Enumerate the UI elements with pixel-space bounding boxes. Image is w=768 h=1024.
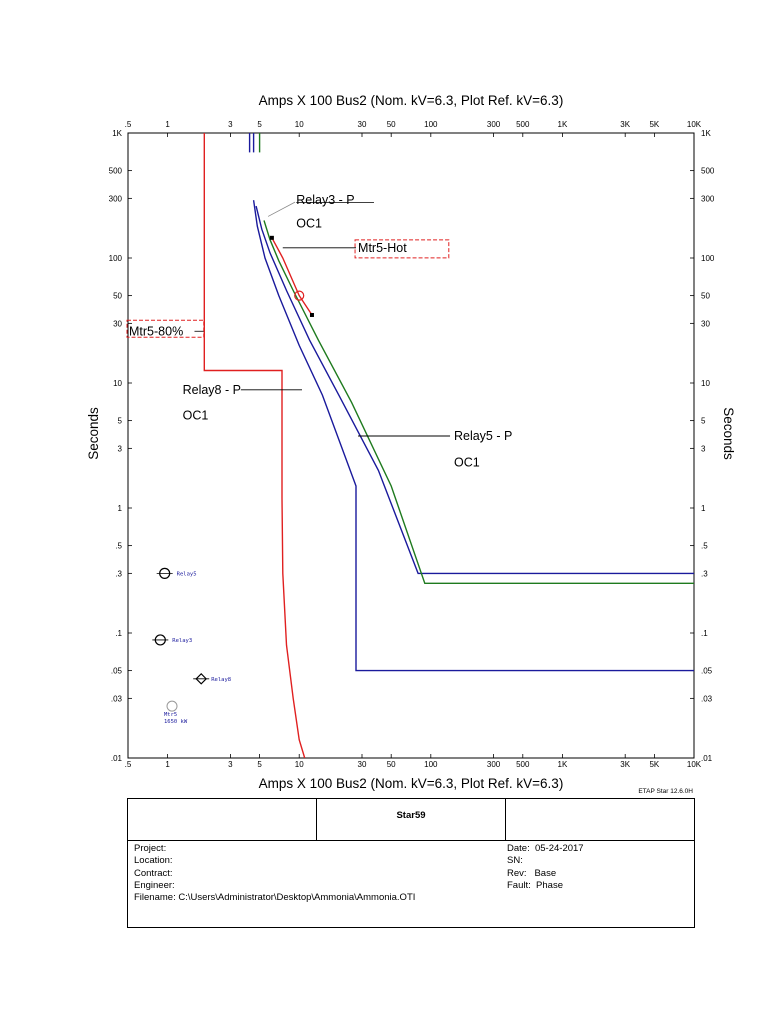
y-tick-label-right: 300 bbox=[701, 194, 715, 203]
y-tick-label-left: 3 bbox=[118, 444, 123, 453]
y-tick-label-left: 30 bbox=[113, 319, 122, 328]
project-info: Project: Location: Contract: Engineer: F… bbox=[134, 843, 416, 904]
x-tick-label-top: 30 bbox=[358, 120, 367, 129]
mtr5-hot-start-mark bbox=[269, 235, 274, 240]
y-tick-label-left: 100 bbox=[109, 254, 123, 263]
mtr5-80-label: Mtr5-80% bbox=[129, 324, 183, 338]
mtr5-hot-locked-rotor-mark bbox=[294, 290, 305, 301]
y-tick-label-left: 500 bbox=[109, 167, 123, 176]
x-tick-label-top: 50 bbox=[387, 120, 396, 129]
y-tick-label-left: .01 bbox=[111, 754, 123, 763]
plot-frame bbox=[127, 132, 695, 759]
x-tick-label-top: 5K bbox=[649, 120, 659, 129]
y-tick-label-right: .01 bbox=[701, 754, 713, 763]
x-tick-label-top: 3 bbox=[228, 120, 233, 129]
x-tick-label-bottom: 3 bbox=[228, 760, 233, 769]
relay8-label: Relay8 - P bbox=[183, 383, 241, 397]
y-tick-label-left: 1 bbox=[118, 504, 123, 513]
y-tick-label-right: .5 bbox=[701, 542, 708, 551]
series-mtr5-80- bbox=[203, 133, 306, 758]
relay5-device-label: Relay5 bbox=[177, 571, 197, 577]
y-tick-label-right: .03 bbox=[701, 694, 713, 703]
tcc-chart: Amps X 100 Bus2 (Nom. kV=6.3, Plot Ref. … bbox=[86, 93, 736, 791]
relay3-label-line2: OC1 bbox=[296, 217, 322, 231]
x-tick-label-bottom: 10K bbox=[687, 760, 702, 769]
mtr5-device-rating: 1650 kW bbox=[164, 719, 188, 725]
series-relay5-p-oc1 bbox=[255, 205, 694, 575]
y-tick-label-right: 1 bbox=[701, 504, 706, 513]
x-tick-label-top: .5 bbox=[125, 120, 132, 129]
x-tick-label-top: 500 bbox=[516, 120, 530, 129]
x-tick-label-top: 1K bbox=[558, 120, 568, 129]
x-tick-label-bottom: .5 bbox=[125, 760, 132, 769]
y-tick-label-right: 5 bbox=[701, 417, 706, 426]
y-tick-label-left: .3 bbox=[115, 569, 122, 578]
mtr5-hot-label-box bbox=[354, 239, 450, 259]
x-tick-label-top: 10K bbox=[687, 120, 702, 129]
y-tick-label-right: .3 bbox=[701, 569, 708, 578]
relay3-leader bbox=[267, 201, 296, 217]
y-tick-label-right: 50 bbox=[701, 292, 710, 301]
relay3-label: Relay3 - P bbox=[296, 193, 354, 207]
series-mtr5-hot bbox=[271, 237, 313, 316]
y-tick-label-right: .1 bbox=[701, 629, 708, 638]
y-tick-label-right: 30 bbox=[701, 319, 710, 328]
top-axis-title: Amps X 100 Bus2 (Nom. kV=6.3, Plot Ref. … bbox=[259, 93, 564, 108]
title-block-header: Star59 bbox=[128, 799, 694, 841]
etap-version-label: ETAP Star 12.6.0H bbox=[638, 788, 693, 795]
x-tick-label-bottom: 10 bbox=[295, 760, 304, 769]
series-relay3-p-oc1 bbox=[263, 220, 694, 584]
y-tick-label-left: .5 bbox=[115, 542, 122, 551]
y-tick-label-right: 10 bbox=[701, 379, 710, 388]
y-tick-label-right: .05 bbox=[701, 667, 713, 676]
x-tick-label-bottom: 500 bbox=[516, 760, 530, 769]
y-tick-label-left: .1 bbox=[115, 629, 122, 638]
x-tick-label-top: 3K bbox=[620, 120, 630, 129]
x-tick-label-top: 1 bbox=[165, 120, 170, 129]
y-tick-label-right: 1K bbox=[701, 129, 711, 138]
x-tick-label-bottom: 50 bbox=[387, 760, 396, 769]
y-tick-label-left: .05 bbox=[111, 667, 123, 676]
star-view-name: Star59 bbox=[316, 799, 506, 840]
bottom-axis-title: Amps X 100 Bus2 (Nom. kV=6.3, Plot Ref. … bbox=[259, 776, 564, 791]
left-axis-title: Seconds bbox=[86, 407, 101, 460]
x-tick-label-top: 10 bbox=[295, 120, 304, 129]
x-tick-label-bottom: 30 bbox=[358, 760, 367, 769]
x-tick-label-bottom: 100 bbox=[424, 760, 438, 769]
mtr5-80-label-box bbox=[126, 319, 205, 338]
relay8-label-line2: OC1 bbox=[183, 409, 209, 423]
title-block: Star59 Project: Location: Contract: Engi… bbox=[127, 798, 695, 928]
y-tick-label-right: 3 bbox=[701, 444, 706, 453]
right-axis-title: Seconds bbox=[721, 407, 736, 460]
x-tick-label-bottom: 5 bbox=[257, 760, 262, 769]
x-tick-label-top: 300 bbox=[487, 120, 501, 129]
mtr5-hot-end-mark bbox=[309, 312, 314, 317]
x-tick-label-bottom: 3K bbox=[620, 760, 630, 769]
x-tick-label-bottom: 1 bbox=[165, 760, 170, 769]
y-tick-label-right: 500 bbox=[701, 167, 715, 176]
y-tick-label-left: 300 bbox=[109, 194, 123, 203]
mtr5-hot-label: Mtr5-Hot bbox=[358, 241, 407, 255]
y-tick-label-left: 5 bbox=[118, 417, 123, 426]
mtr5-device-label: Mtr5 bbox=[164, 712, 177, 718]
y-tick-label-left: 1K bbox=[112, 129, 122, 138]
x-tick-label-top: 5 bbox=[257, 120, 262, 129]
x-tick-label-top: 100 bbox=[424, 120, 438, 129]
x-tick-label-bottom: 1K bbox=[558, 760, 568, 769]
relay5-label: Relay5 - P bbox=[454, 429, 512, 443]
y-tick-label-left: .03 bbox=[111, 694, 123, 703]
relay8-device-label: Relay8 bbox=[211, 677, 231, 683]
x-tick-label-bottom: 300 bbox=[487, 760, 501, 769]
y-tick-label-left: 50 bbox=[113, 292, 122, 301]
date-rev-info: Date: 05-24-2017 SN: Rev: Base Fault: Ph… bbox=[507, 843, 584, 891]
y-tick-label-right: 100 bbox=[701, 254, 715, 263]
relay5-label-line2: OC1 bbox=[454, 455, 480, 469]
x-tick-label-bottom: 5K bbox=[649, 760, 659, 769]
series-relay8-p-oc1 bbox=[252, 200, 694, 672]
mtr5-device-marker bbox=[166, 700, 178, 712]
y-tick-label-left: 10 bbox=[113, 379, 122, 388]
relay3-device-label: Relay3 bbox=[172, 638, 192, 644]
